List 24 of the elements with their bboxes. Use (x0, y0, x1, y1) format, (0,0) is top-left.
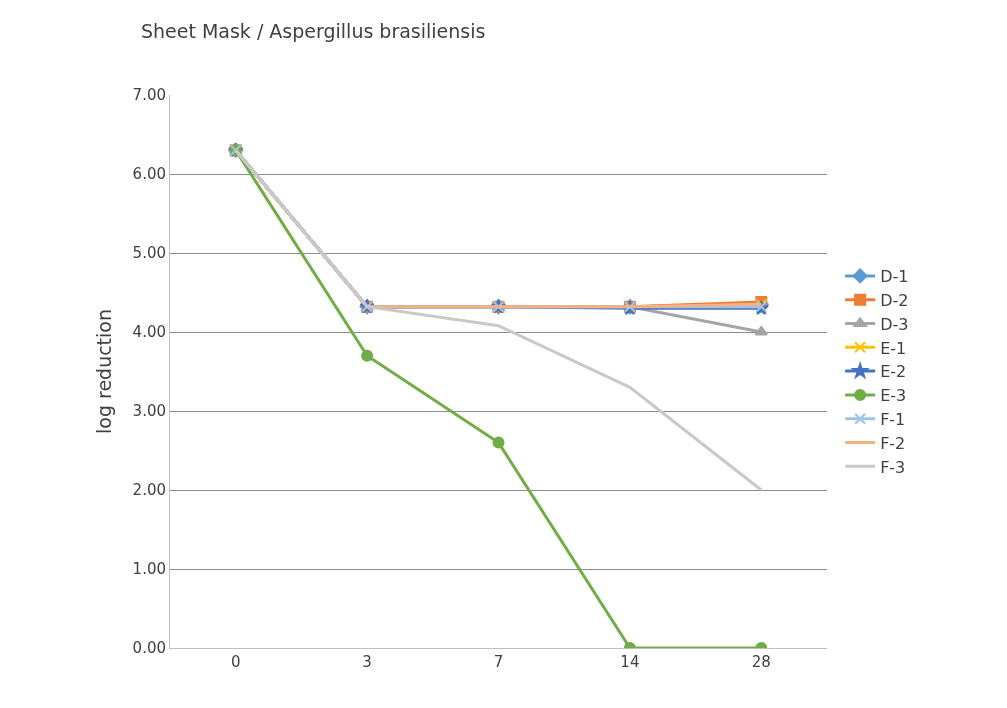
x-tick-label: 14 (620, 653, 640, 671)
x-tick-label: 28 (751, 653, 771, 671)
legend-label: F-1 (880, 409, 906, 429)
chart-title: Sheet Mask / Aspergillus brasiliensis (140, 20, 486, 43)
y-tick-label: 6.00 (132, 165, 166, 184)
legend-label: D-2 (880, 290, 909, 310)
x-tick-label: 0 (230, 653, 241, 671)
legend-label: D-3 (880, 314, 909, 334)
y-tick-label: 7.00 (132, 86, 166, 105)
legend-label: F-2 (880, 433, 906, 453)
legend-label: E-1 (880, 338, 907, 358)
y-tick-label: 1.00 (132, 560, 166, 579)
legend-label: F-3 (880, 457, 906, 477)
y-axis-title: log reduction (93, 308, 116, 435)
legend-label: E-2 (880, 362, 907, 382)
legend-label: D-1 (880, 267, 909, 287)
y-tick-label: 3.00 (132, 402, 166, 421)
y-tick-label: 2.00 (132, 481, 166, 500)
x-tick-label: 3 (362, 653, 372, 671)
y-tick-label: 4.00 (132, 323, 166, 342)
y-tick-label: 0.00 (132, 639, 166, 658)
x-tick-label: 7 (493, 653, 504, 671)
y-tick-label: 5.00 (132, 244, 166, 263)
legend-label: E-3 (880, 386, 907, 406)
